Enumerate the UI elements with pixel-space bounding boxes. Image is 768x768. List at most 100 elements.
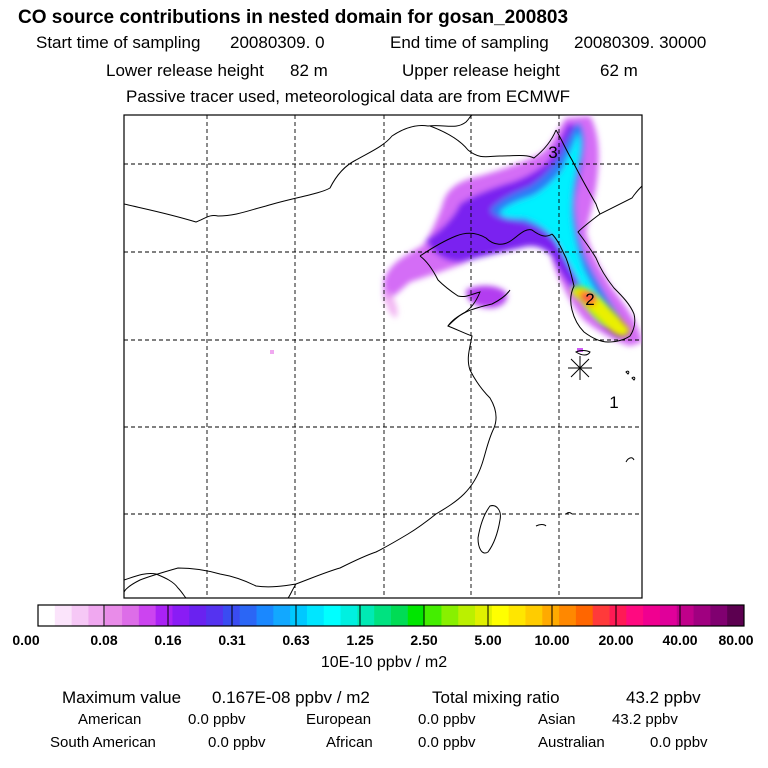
coastline-jeju — [575, 350, 591, 356]
colorbar-swatch — [374, 605, 392, 626]
lower-release-label: Lower release height — [106, 61, 264, 80]
region-name: Asian — [538, 711, 576, 728]
colorbar-swatch — [122, 605, 140, 626]
colorbar-swatch — [676, 605, 694, 626]
region-name: African — [326, 734, 373, 751]
coastline-ryukyu — [625, 457, 635, 463]
coastline-japan-islet — [631, 376, 636, 381]
colorbar-swatch — [491, 605, 510, 626]
coastline-shandong — [447, 289, 511, 327]
region-name: European — [306, 711, 372, 728]
total-mixing-ratio-label: Total mixing ratio — [432, 688, 560, 707]
colorbar-swatch — [88, 605, 106, 626]
colorbar-swatch — [659, 605, 678, 626]
colorbar-swatch — [592, 605, 610, 626]
colorbar-tick-label: 0.08 — [90, 632, 118, 648]
colorbar-swatch — [525, 605, 543, 626]
colorbar-swatch — [290, 605, 308, 626]
coastline-taiwan — [477, 505, 501, 554]
colorbar-swatch — [38, 605, 56, 626]
region-value: 0.0 ppbv — [208, 734, 266, 751]
colorbar-swatch — [626, 605, 644, 626]
colorbar-swatch — [559, 605, 577, 626]
upper-release-label: Upper release height — [402, 61, 560, 80]
region-value: 0.0 ppbv — [418, 711, 476, 728]
plume-core — [582, 292, 596, 302]
colorbar-swatch — [693, 605, 711, 626]
colorbar-swatch — [710, 605, 728, 626]
colorbar-swatch — [323, 605, 341, 626]
colorbar-tick-label: 0.00 — [12, 632, 40, 648]
plume-haze — [384, 290, 398, 318]
coastline-mongolia-border — [124, 115, 473, 223]
concentration-plume — [270, 116, 642, 354]
colorbar-swatch — [340, 605, 358, 626]
colorbar-tick-label: 10.00 — [534, 632, 570, 648]
colorbar-swatch — [206, 605, 224, 626]
colorbar-swatch — [508, 605, 526, 626]
plume-blob-mid — [466, 285, 508, 308]
coastline-southwest — [124, 573, 187, 598]
region-value: 43.2 ppbv — [612, 711, 678, 728]
colorbar-swatch — [306, 605, 325, 626]
max-value: 0.167E-08 ppbv / m2 — [212, 688, 370, 707]
colorbar-swatch — [391, 605, 409, 626]
total-mixing-ratio-value: 43.2 ppbv — [626, 688, 701, 707]
coastline-china-east — [124, 255, 497, 593]
colorbar-swatch — [105, 605, 123, 626]
start-time-value: 20080309. 0 — [230, 33, 325, 52]
colorbar-tick-label: 0.16 — [154, 632, 182, 648]
coastline-bohai — [419, 229, 553, 257]
region-name: American — [78, 711, 142, 728]
colorbar-tick-label: 2.50 — [410, 632, 438, 648]
colorbar-swatch — [54, 605, 73, 626]
region-value: 0.0 ppbv — [418, 734, 476, 751]
colorbar-swatch — [643, 605, 661, 626]
colorbar — [37, 604, 745, 627]
colorbar-frame — [37, 604, 745, 627]
colorbar-swatch — [239, 605, 257, 626]
colorbar-units: 10E-10 ppbv / m2 — [320, 654, 448, 671]
colorbar-swatch — [138, 605, 157, 626]
colorbar-tick-label: 5.00 — [474, 632, 502, 648]
receptor-label-2: 2 — [585, 290, 594, 309]
plume-violet — [426, 124, 630, 338]
colorbar-swatch — [475, 605, 493, 626]
end-time-value: 20080309. 30000 — [574, 33, 707, 52]
colorbar-tick-label: 20.00 — [598, 632, 634, 648]
colorbar-swatch — [189, 605, 207, 626]
colorbar-swatch — [273, 605, 291, 626]
plume-speck — [577, 348, 583, 352]
colorbar-swatch — [256, 605, 274, 626]
colorbar-swatch — [155, 605, 173, 626]
tracer-note: Passive tracer used, meteorological data… — [126, 87, 571, 106]
colorbar-tick-label: 40.00 — [662, 632, 698, 648]
region-name: Australian — [538, 734, 605, 751]
coastline-korea-north — [555, 129, 601, 215]
colorbar-swatch — [458, 605, 476, 626]
region-value: 0.0 ppbv — [650, 734, 708, 751]
coastline-northeast-border — [429, 125, 557, 159]
colorbar-swatch — [172, 605, 190, 626]
coastline-japan-islet — [625, 370, 630, 375]
coastline-korea — [551, 185, 642, 343]
colorbar-swatch — [575, 605, 594, 626]
plot-title: CO source contributions in nested domain… — [18, 7, 569, 28]
asterisk-icon — [568, 356, 592, 380]
colorbar-tick-label: 0.31 — [218, 632, 246, 648]
coastline-ryukyu — [535, 524, 547, 527]
upper-release-value: 62 m — [600, 61, 638, 80]
colorbar-swatch — [357, 605, 375, 626]
colorbar-swatch — [441, 605, 459, 626]
colorbar-swatch — [609, 605, 627, 626]
colorbar-swatch — [542, 605, 560, 626]
colorbar-tick-label: 0.63 — [282, 632, 310, 648]
start-time-label: Start time of sampling — [36, 33, 201, 52]
region-value: 0.0 ppbv — [188, 711, 246, 728]
colorbar-swatch — [727, 605, 745, 626]
plume-speck — [270, 350, 274, 354]
colorbar-swatch — [71, 605, 89, 626]
lat-lon-grid — [124, 115, 642, 598]
receptor-label-1: 1 — [609, 393, 618, 412]
